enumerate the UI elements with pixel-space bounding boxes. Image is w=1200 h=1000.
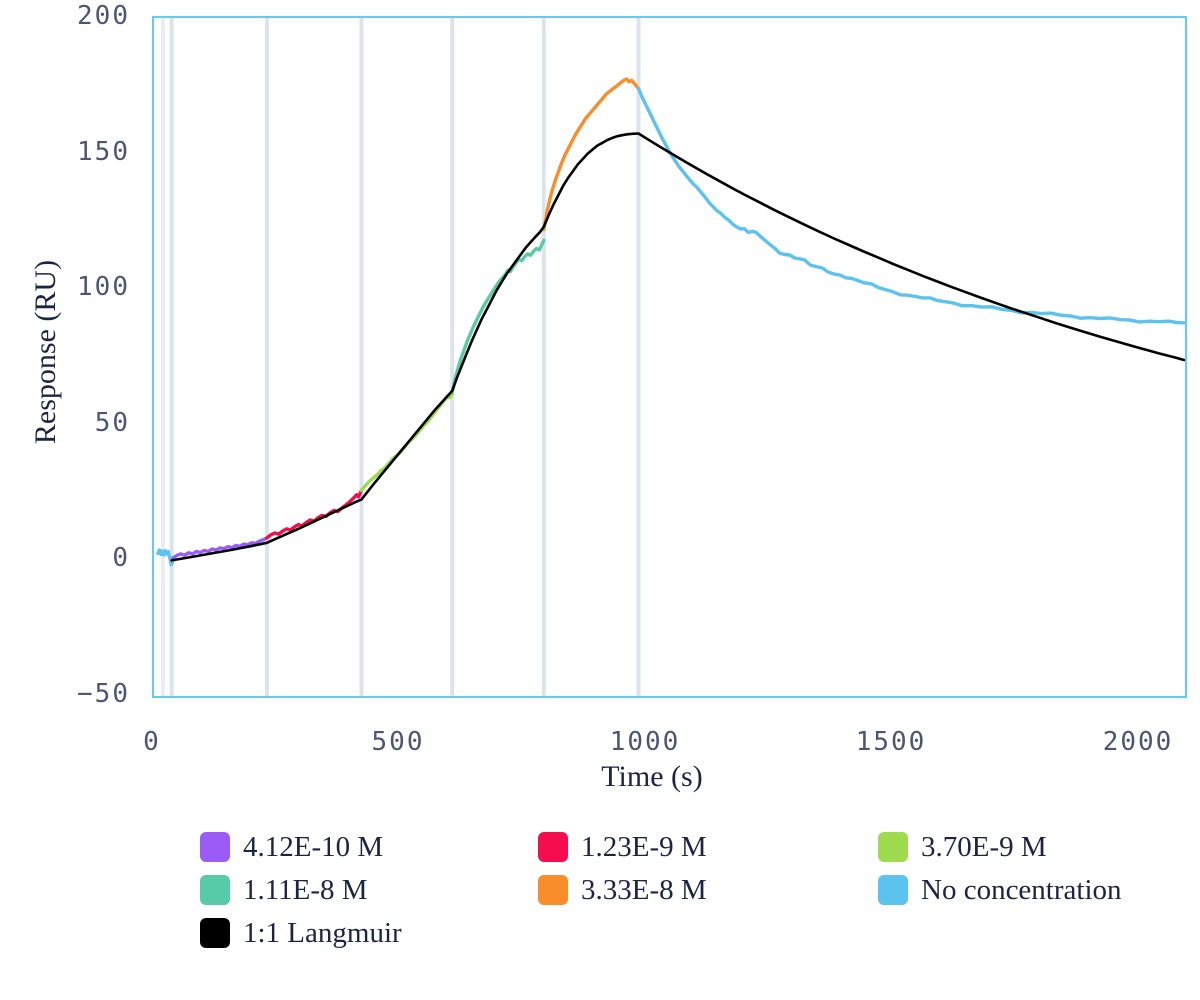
x-tick-label: 2000 <box>1102 727 1174 757</box>
x-tick-label: 1500 <box>855 727 927 757</box>
legend-item: 1.23E-9 M <box>538 832 707 862</box>
legend-item-label: 1.11E-8 M <box>243 874 368 906</box>
series-trace <box>265 488 364 540</box>
legend-swatch-icon <box>538 875 568 905</box>
legend-item-label: 3.33E-8 M <box>581 874 707 906</box>
y-tick-label: 50 <box>94 408 130 438</box>
y-tick-label: 100 <box>77 272 130 302</box>
legend-swatch-icon <box>538 832 568 862</box>
legend-column: 3.70E-9 M No concentration <box>878 832 1122 905</box>
legend-item: 3.33E-8 M <box>538 875 707 905</box>
plot-area <box>152 16 1187 698</box>
legend-item-label: 4.12E-10 M <box>243 831 384 863</box>
series-trace <box>450 238 546 394</box>
y-tick-label: −50 <box>77 679 130 709</box>
sensorgram-chart <box>156 18 1185 696</box>
legend-item: 1:1 Langmuir <box>200 918 402 948</box>
series-trace <box>542 77 641 232</box>
y-tick-label: 200 <box>77 1 130 31</box>
series-trace <box>171 536 269 560</box>
legend-swatch-icon <box>200 918 230 948</box>
y-tick-label: 150 <box>77 137 130 167</box>
legend-swatch-icon <box>878 832 908 862</box>
x-tick-label: 1000 <box>609 727 681 757</box>
legend-column: 4.12E-10 M 1.11E-8 M 1:1 Langmuir <box>200 832 402 948</box>
x-axis-title: Time (s) <box>601 760 703 793</box>
series-trace <box>156 548 175 567</box>
legend-column: 1.23E-9 M 3.33E-8 M <box>538 832 707 905</box>
legend-item: 4.12E-10 M <box>200 832 402 862</box>
legend-item-label: 1.23E-9 M <box>581 831 707 863</box>
legend-swatch-icon <box>878 875 908 905</box>
legend-item: 3.70E-9 M <box>878 832 1122 862</box>
series-trace <box>636 86 1185 325</box>
legend-item-label: 1:1 Langmuir <box>243 917 402 949</box>
x-tick-label: 0 <box>143 727 161 757</box>
series-trace <box>170 132 1185 562</box>
legend-item-label: No concentration <box>921 874 1122 906</box>
legend-item-label: 3.70E-9 M <box>921 831 1047 863</box>
legend-swatch-icon <box>200 875 230 905</box>
legend-swatch-icon <box>200 832 230 862</box>
legend-item: No concentration <box>878 875 1122 905</box>
legend-item: 1.11E-8 M <box>200 875 402 905</box>
y-tick-label: 0 <box>112 543 130 573</box>
x-tick-label: 500 <box>371 727 425 757</box>
